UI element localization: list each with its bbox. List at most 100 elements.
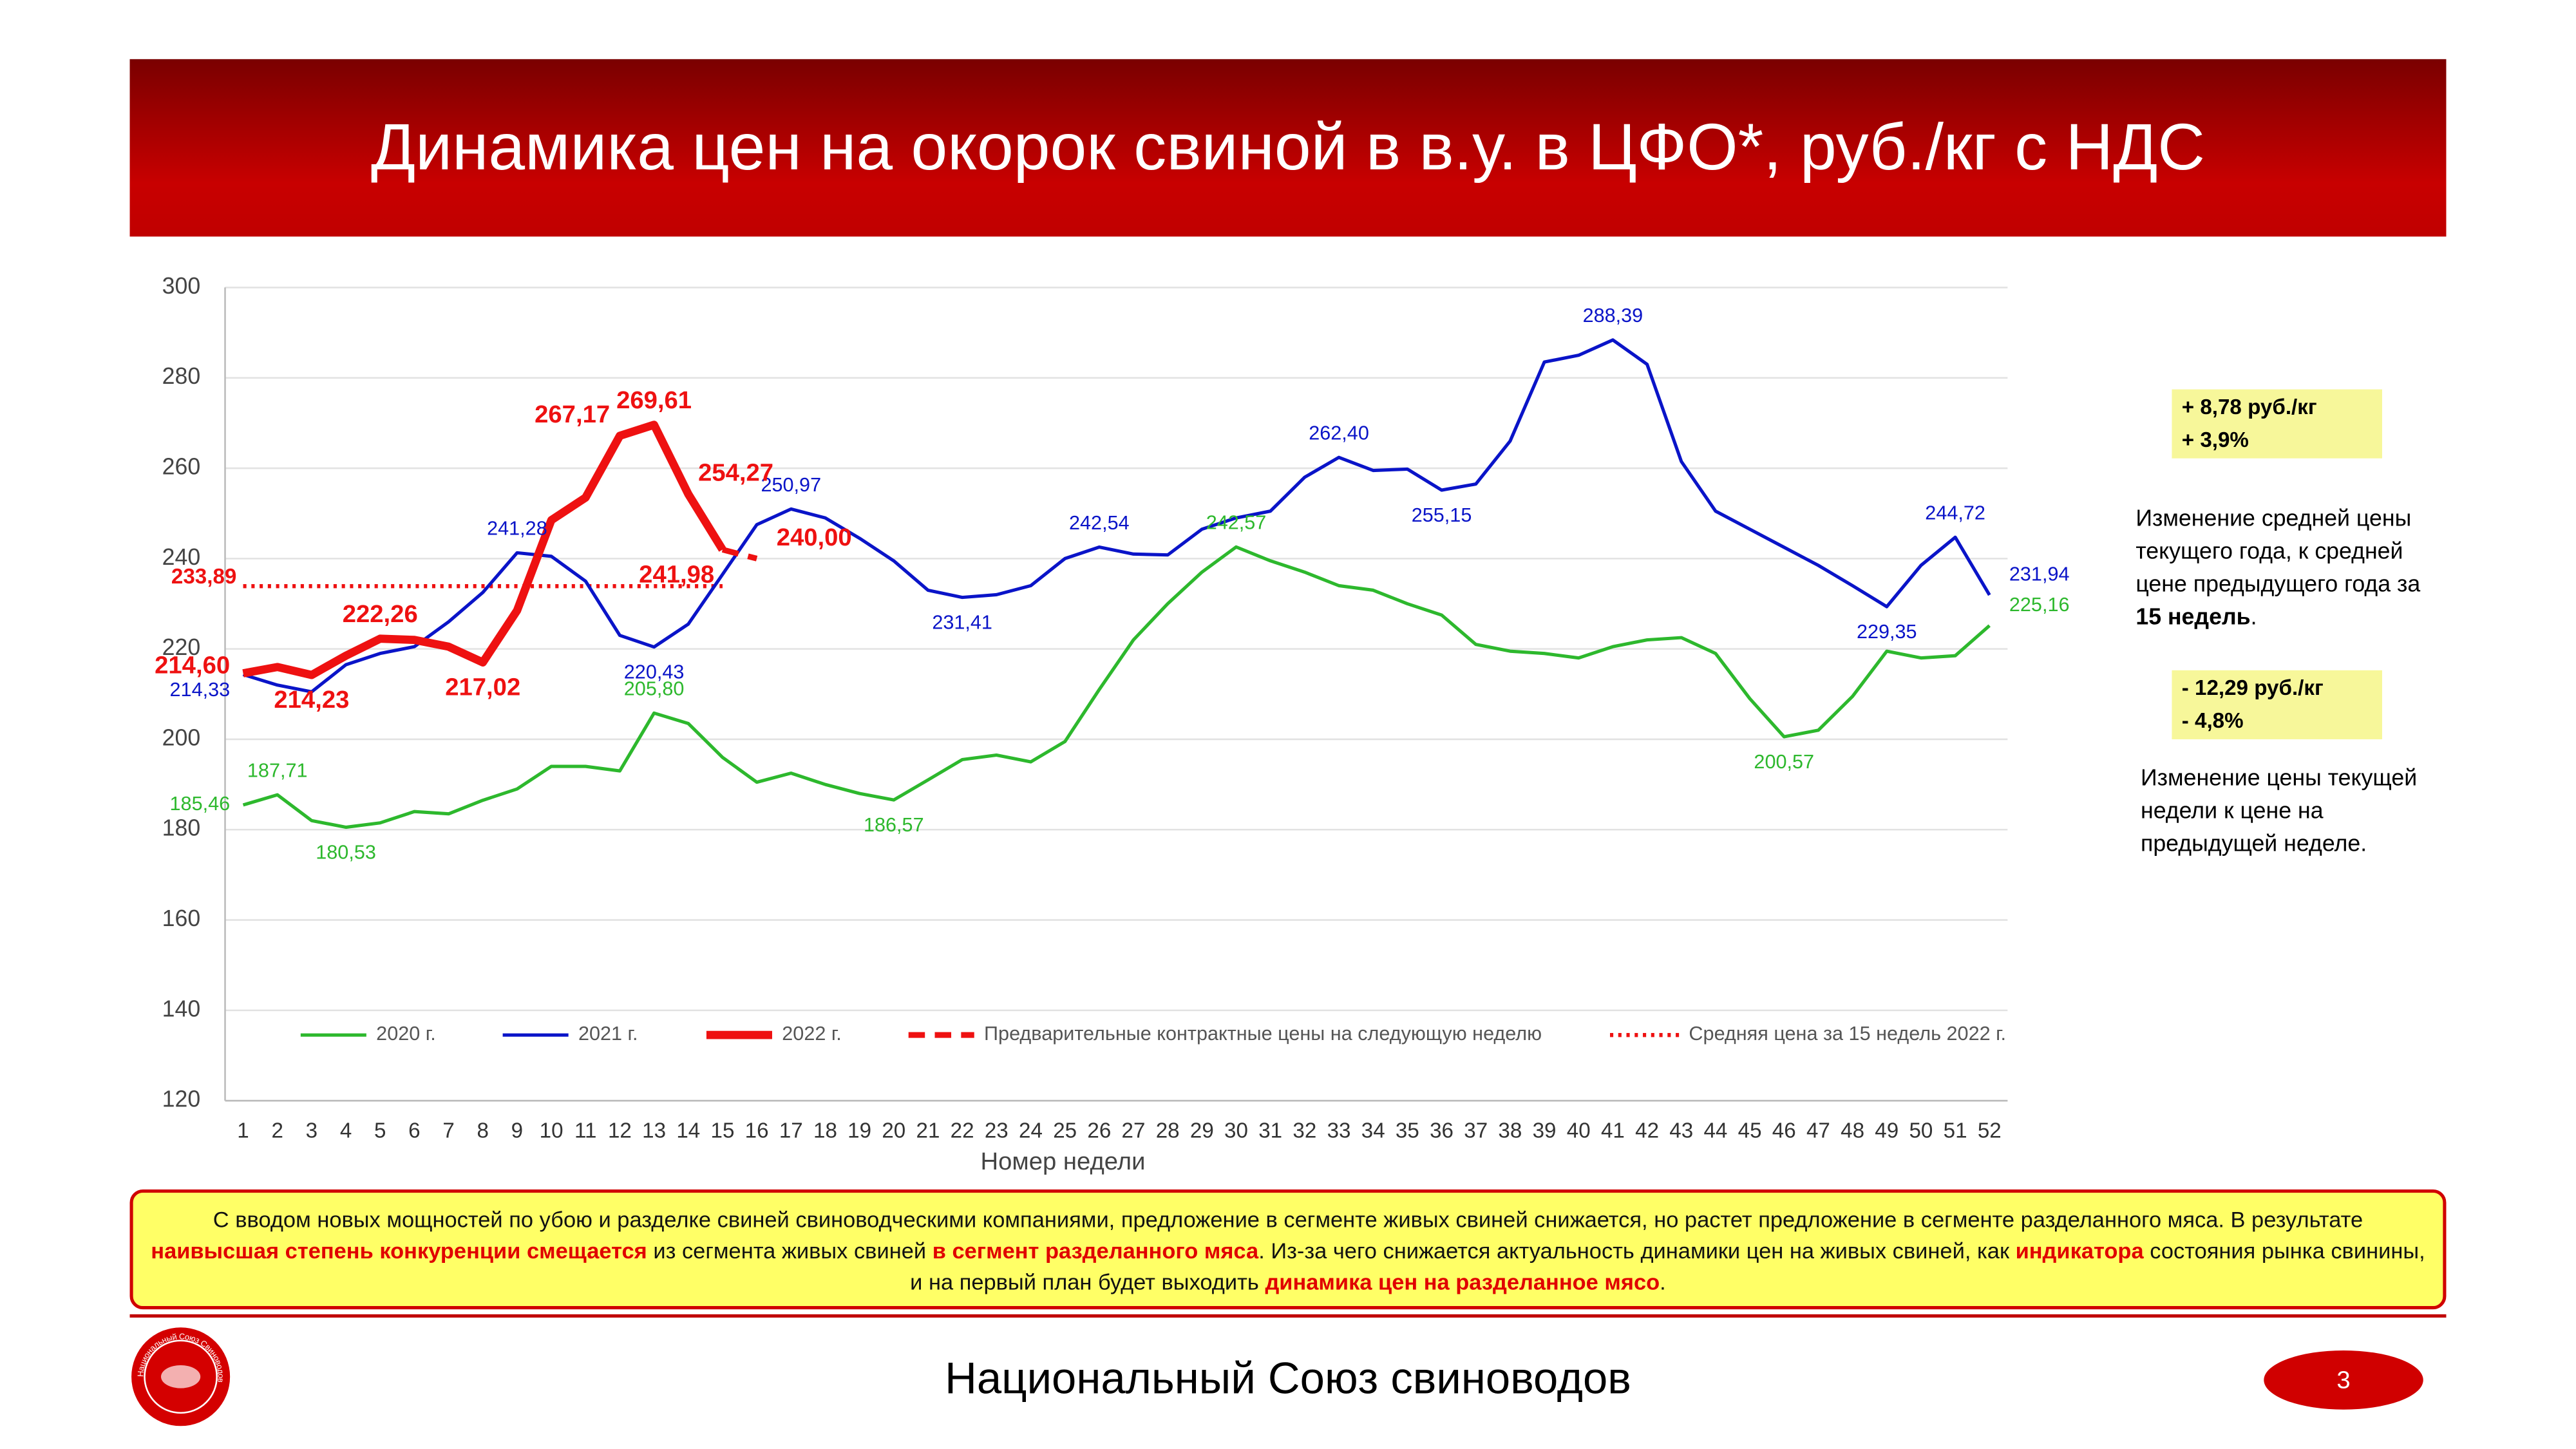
text: состояния рынка свинины, и на первый пла…: [910, 1238, 2425, 1295]
x-tick-label: 37: [1464, 1119, 1488, 1142]
logo-pig: [161, 1365, 201, 1388]
data-label: 186,57: [864, 814, 924, 836]
delta-text: + 3,9%: [2181, 427, 2249, 452]
x-tick-label: 51: [1944, 1119, 1967, 1142]
data-label: 214,23: [274, 686, 349, 714]
y-tick-label: 220: [162, 634, 201, 660]
x-tick-label: 31: [1258, 1119, 1282, 1142]
x-tick-label: 12: [608, 1119, 632, 1142]
series-line: [721, 547, 758, 562]
data-label: 222,26: [343, 600, 418, 628]
conclusion-box: С вводом новых мощностей по убою и разде…: [129, 1189, 2447, 1310]
x-tick-label: 19: [848, 1119, 871, 1142]
text: Изменение цены текущей недели к цене на …: [2140, 764, 2418, 857]
x-tick-label: 13: [642, 1119, 666, 1142]
x-tick-label: 17: [779, 1119, 803, 1142]
x-tick-label: 46: [1772, 1119, 1796, 1142]
data-label: 229,35: [1857, 621, 1917, 643]
data-label: 255,15: [1412, 504, 1472, 526]
x-tick-label: 22: [951, 1119, 974, 1142]
title: Динамика цен на окорок свиной в в.у. в Ц…: [129, 59, 2447, 237]
data-label: 225,16: [2009, 594, 2070, 616]
x-tick-label: 35: [1396, 1119, 1419, 1142]
highlight: динамика цен на разделанное мясо: [1265, 1269, 1660, 1295]
divider: [129, 1314, 2447, 1318]
legend-label: Предварительные контрактные цены на след…: [984, 1023, 1542, 1045]
data-label: 267,17: [535, 401, 610, 428]
data-label: 242,54: [1069, 512, 1130, 534]
text: .: [1660, 1269, 1666, 1295]
x-tick-label: 36: [1430, 1119, 1454, 1142]
x-tick-label: 23: [985, 1119, 1009, 1142]
x-tick-label: 10: [540, 1119, 564, 1142]
data-label: 187,71: [247, 760, 308, 782]
x-tick-label: 28: [1156, 1119, 1180, 1142]
x-tick-label: 3: [306, 1119, 317, 1142]
x-tick-label: 2: [271, 1119, 283, 1142]
x-tick-label: 30: [1224, 1119, 1248, 1142]
x-tick-label: 44: [1703, 1119, 1727, 1142]
delta-box: + 8,78 руб./кг + 3,9%: [2172, 389, 2382, 459]
x-tick-label: 25: [1053, 1119, 1077, 1142]
x-tick-label: 52: [1978, 1119, 2002, 1142]
series-line: [242, 421, 726, 679]
y-tick-label: 260: [162, 453, 201, 479]
y-tick-label: 140: [162, 996, 201, 1021]
x-tick-label: 38: [1498, 1119, 1522, 1142]
y-tick-label: 300: [162, 273, 201, 299]
x-tick-label: 48: [1841, 1119, 1864, 1142]
data-label: 250,97: [761, 474, 821, 496]
data-label: 288,39: [1583, 305, 1643, 327]
text: из сегмента живых свиней: [647, 1238, 933, 1264]
data-label: 240,00: [777, 524, 852, 551]
data-label: 217,02: [445, 673, 520, 701]
x-tick-label: 42: [1635, 1119, 1659, 1142]
x-tick-label: 26: [1087, 1119, 1111, 1142]
x-tick-label: 8: [477, 1119, 489, 1142]
x-tick-label: 11: [574, 1119, 596, 1142]
x-tick-label: 18: [813, 1119, 837, 1142]
legend-label: 2021 г.: [578, 1023, 638, 1045]
text: Изменение средней цены текущего года, к …: [2136, 504, 2421, 597]
highlight: в сегмент разделанного мяса: [932, 1238, 1259, 1264]
legend-label: Средняя цена за 15 недель 2022 г.: [1689, 1023, 2006, 1045]
y-tick-label: 240: [162, 544, 201, 570]
legend-label: 2022 г.: [782, 1023, 842, 1045]
data-label: 262,40: [1309, 422, 1369, 444]
x-tick-label: 32: [1293, 1119, 1316, 1142]
note: Изменение цены текущей недели к цене на …: [2141, 761, 2453, 859]
data-label: 231,41: [932, 612, 992, 634]
organization: Национальный Союз свиноводов: [945, 1354, 1631, 1403]
x-tick-label: 9: [511, 1119, 523, 1142]
text: .: [2250, 603, 2257, 630]
data-label: 214,60: [155, 651, 230, 679]
x-tick-label: 45: [1738, 1119, 1762, 1142]
data-label: 242,57: [1206, 512, 1267, 534]
average-label: 233,89: [171, 565, 236, 589]
x-tick-label: 49: [1875, 1119, 1899, 1142]
x-tick-label: 21: [916, 1119, 940, 1142]
y-tick-label: 280: [162, 363, 201, 389]
x-tick-label: 40: [1567, 1119, 1591, 1142]
x-tick-label: 33: [1327, 1119, 1351, 1142]
logo-ring: [144, 1340, 218, 1414]
y-tick-label: 200: [162, 724, 201, 750]
y-tick-label: 160: [162, 905, 201, 931]
delta-text: - 12,29 руб./кг: [2181, 675, 2324, 700]
highlight: индикатора: [2015, 1238, 2144, 1264]
x-tick-label: 47: [1806, 1119, 1830, 1142]
x-tick-label: 24: [1019, 1119, 1043, 1142]
x-tick-label: 41: [1601, 1119, 1625, 1142]
data-label: 214,33: [170, 679, 231, 701]
x-tick-label: 29: [1190, 1119, 1214, 1142]
text: . Из-за чего снижается актуальность дина…: [1258, 1238, 2016, 1264]
x-tick-label: 1: [237, 1119, 249, 1142]
highlight: 15 недель: [2136, 603, 2251, 630]
data-label: 180,53: [316, 841, 376, 863]
text: С вводом новых мощностей по убою и разде…: [213, 1208, 2363, 1233]
data-label: 185,46: [170, 793, 231, 815]
x-tick-label: 20: [882, 1119, 905, 1142]
x-tick-label: 7: [442, 1119, 454, 1142]
x-tick-label: 27: [1122, 1119, 1146, 1142]
